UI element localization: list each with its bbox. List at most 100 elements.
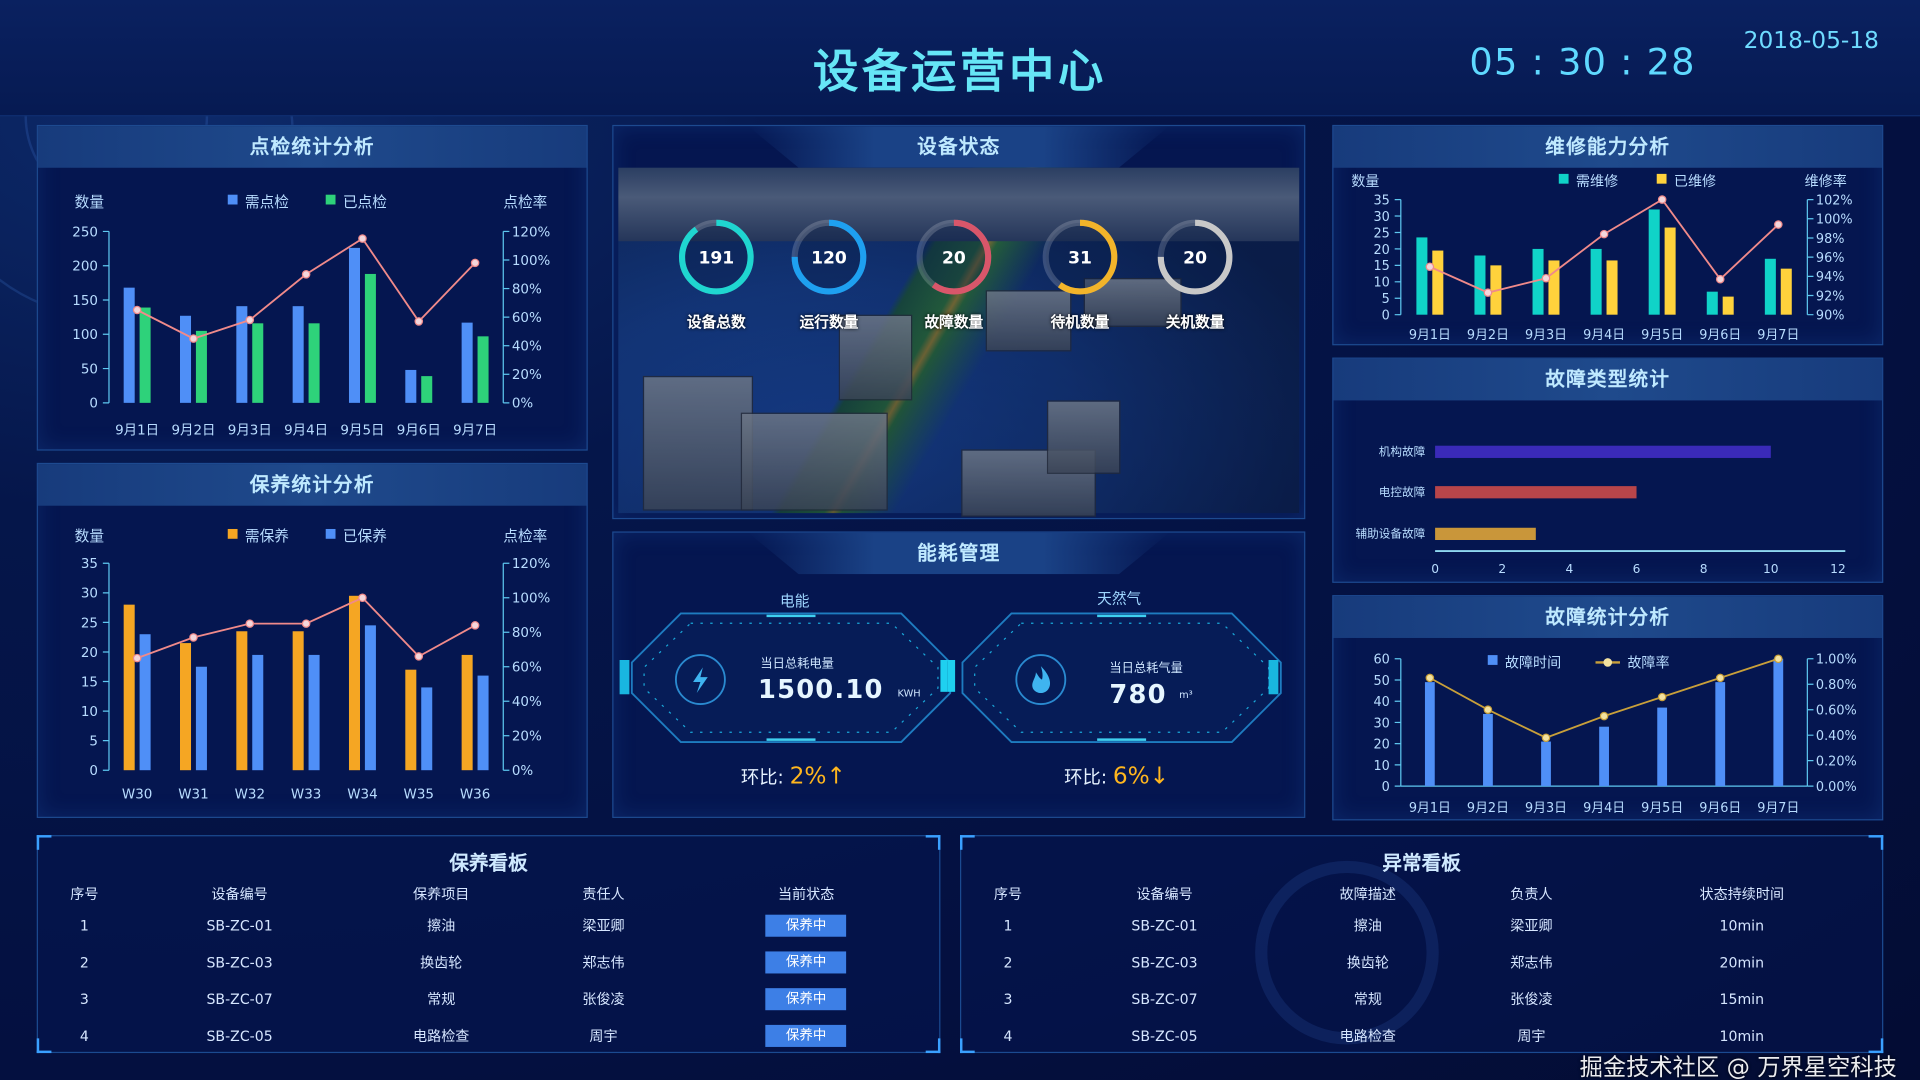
arrow-down-icon: ↓ bbox=[1149, 762, 1170, 790]
y-tick-label: 50 bbox=[1373, 674, 1389, 689]
table-cell: SB-ZC-05 bbox=[1131, 1027, 1198, 1045]
rate-point bbox=[1657, 195, 1667, 204]
page-title: 设备运营中心 bbox=[813, 45, 1107, 98]
panel-title: 能耗管理 bbox=[748, 532, 1170, 575]
rate-point bbox=[1599, 229, 1609, 239]
bar-已维修 bbox=[1548, 260, 1560, 315]
ring-progress bbox=[1042, 219, 1118, 295]
table-row[interactable]: 1 SB-ZC-01 擦油 梁亚卿 保养中 bbox=[38, 907, 939, 944]
rate-point bbox=[1483, 288, 1493, 297]
y2-tick-label: 0% bbox=[512, 764, 534, 779]
legend-label: 需点检 bbox=[245, 194, 289, 211]
table-cell: 2 bbox=[1003, 953, 1013, 972]
table-cell: 电路检查 bbox=[413, 1027, 470, 1045]
ring-progress bbox=[678, 219, 754, 295]
bar-电控故障 bbox=[1435, 486, 1637, 499]
y2-tick-label: 92% bbox=[1816, 289, 1845, 304]
table-row[interactable]: 3 SB-ZC-07 常规 张俊凌 15min bbox=[961, 981, 1882, 1018]
x-tick-label: W34 bbox=[347, 787, 377, 802]
bar-需保养 bbox=[405, 669, 417, 771]
anomaly-board: 异常看板 序号 设备编号 故障描述 负责人 状态持续时间 1 SB-ZC-01 擦油 梁亚卿 10… bbox=[960, 835, 1884, 1055]
x-tick-label: 4 bbox=[1565, 562, 1573, 576]
legend-marker-icon bbox=[1603, 658, 1613, 667]
gauge-side-bar bbox=[947, 660, 956, 692]
table-row[interactable]: 2 SB-ZC-03 换齿轮 郑志伟 20min bbox=[961, 944, 1882, 981]
legend-swatch-icon bbox=[325, 194, 336, 205]
x-tick-label: W30 bbox=[122, 787, 152, 802]
electric-value: 1500.10 bbox=[757, 674, 884, 705]
y-tick-label: 机构故障 bbox=[1379, 445, 1426, 459]
electric-gauge-frame bbox=[619, 612, 952, 743]
bar-故障时间 bbox=[1773, 658, 1784, 787]
fault-stats-panel: 故障统计分析 0 10 20 30 40 50 60 0.00% 0.20% 0.40% 0.60%… bbox=[1332, 595, 1884, 821]
board-title: 保养看板 bbox=[449, 851, 528, 875]
table-cell: 换齿轮 bbox=[1346, 953, 1389, 972]
bar-已点检 bbox=[364, 273, 376, 403]
panel-title: 保养统计分析 bbox=[37, 464, 587, 506]
rate-point bbox=[1483, 705, 1493, 715]
table-row[interactable]: 1 SB-ZC-01 擦油 梁亚卿 10min bbox=[961, 907, 1882, 944]
rate-point bbox=[470, 258, 480, 268]
fault-type-panel: 故障类型统计 机构故障 电控故障 辅助设备故障 0 2 4 6 8 10 12 bbox=[1332, 357, 1884, 583]
gauge-side-bar bbox=[619, 660, 630, 695]
header: 设备运营中心 05 : 30 : 28 2018-05-18 bbox=[0, 0, 1920, 117]
table-cell: 10min bbox=[1719, 1027, 1765, 1045]
legend-swatch-icon bbox=[1656, 173, 1667, 184]
bar-已点检 bbox=[252, 323, 264, 403]
y-tick-label: 5 bbox=[1382, 292, 1390, 307]
maintenance-board: 保养看板 序号 设备编号 保养项目 责任人 当前状态 1 SB-ZC-01 擦油 梁亚卿 保养中 2… bbox=[36, 835, 941, 1055]
gauge-inner-outline bbox=[974, 622, 1270, 733]
bar-需保养 bbox=[292, 631, 304, 771]
x-tick-label: 9月6日 bbox=[397, 424, 441, 439]
gas-label: 天然气 bbox=[1097, 590, 1142, 608]
bar-需维修 bbox=[1706, 291, 1718, 315]
table-row[interactable]: 4 SB-ZC-05 电路检查 周宇 10min bbox=[961, 1018, 1882, 1055]
y2-tick-label: 40% bbox=[512, 695, 542, 710]
table-cell: 常规 bbox=[427, 990, 456, 1008]
status-badge: 保养中 bbox=[765, 988, 847, 1011]
legend-label: 需保养 bbox=[245, 528, 289, 545]
table-cell: 1 bbox=[79, 917, 89, 935]
table-cell: 张俊凌 bbox=[582, 990, 625, 1008]
bar-需保养 bbox=[348, 595, 361, 771]
y-tick-label: 150 bbox=[72, 294, 98, 309]
legend-swatch-icon bbox=[1558, 173, 1569, 184]
bar-需点检 bbox=[348, 247, 361, 403]
rate-point bbox=[189, 334, 198, 343]
y2-tick-label: 0.80% bbox=[1816, 678, 1857, 693]
bar-需维修 bbox=[1532, 248, 1544, 315]
column-header: 负责人 bbox=[1510, 885, 1553, 903]
rate-line bbox=[1429, 657, 1779, 739]
rate-point bbox=[132, 305, 142, 315]
electric-label: 电能 bbox=[780, 592, 810, 610]
watermark: 掘金技术社区 @ 万界星空科技 bbox=[1579, 1054, 1897, 1080]
y2-tick-label: 100% bbox=[512, 254, 551, 269]
gas-gauge-frame bbox=[947, 612, 1282, 743]
ring-label: 运行数量 bbox=[799, 313, 859, 331]
legend-label: 已保养 bbox=[343, 528, 387, 545]
table-row[interactable]: 2 SB-ZC-03 换齿轮 郑志伟 保养中 bbox=[38, 944, 939, 981]
x-tick-label: 9月5日 bbox=[1641, 801, 1683, 816]
table-cell: SB-ZC-03 bbox=[1131, 953, 1198, 972]
bar-需点检 bbox=[292, 306, 304, 403]
y-tick-label: 60 bbox=[1373, 653, 1389, 668]
x-tick-label: 9月2日 bbox=[171, 424, 215, 439]
table-row[interactable]: 4 SB-ZC-05 电路检查 周宇 保养中 bbox=[38, 1018, 939, 1055]
gas-caption: 当日总耗气量 bbox=[1109, 662, 1183, 676]
y-tick-label: 0 bbox=[1382, 780, 1390, 795]
gauge-side-bar bbox=[1268, 660, 1279, 695]
rate-point bbox=[1774, 220, 1783, 229]
rate-point bbox=[1715, 673, 1725, 683]
table-row[interactable]: 3 SB-ZC-07 常规 张俊凌 保养中 bbox=[38, 981, 939, 1018]
x-tick-label: 9月3日 bbox=[1525, 801, 1567, 816]
x-tick-label: 2 bbox=[1498, 562, 1506, 576]
ring-progress bbox=[916, 219, 992, 295]
rate-point bbox=[301, 619, 311, 628]
panel-title: 维修能力分析 bbox=[1333, 126, 1883, 168]
bar-需维修 bbox=[1764, 258, 1776, 315]
table-cell: 郑志伟 bbox=[1510, 953, 1553, 972]
device-status-panel: 设备状态 191 120 20 31 20 设备总数 运行数量 故障数量 待机数量 关机数量 bbox=[612, 124, 1306, 520]
y2-tick-label: 0% bbox=[512, 397, 534, 412]
column-header: 当前状态 bbox=[777, 885, 835, 903]
